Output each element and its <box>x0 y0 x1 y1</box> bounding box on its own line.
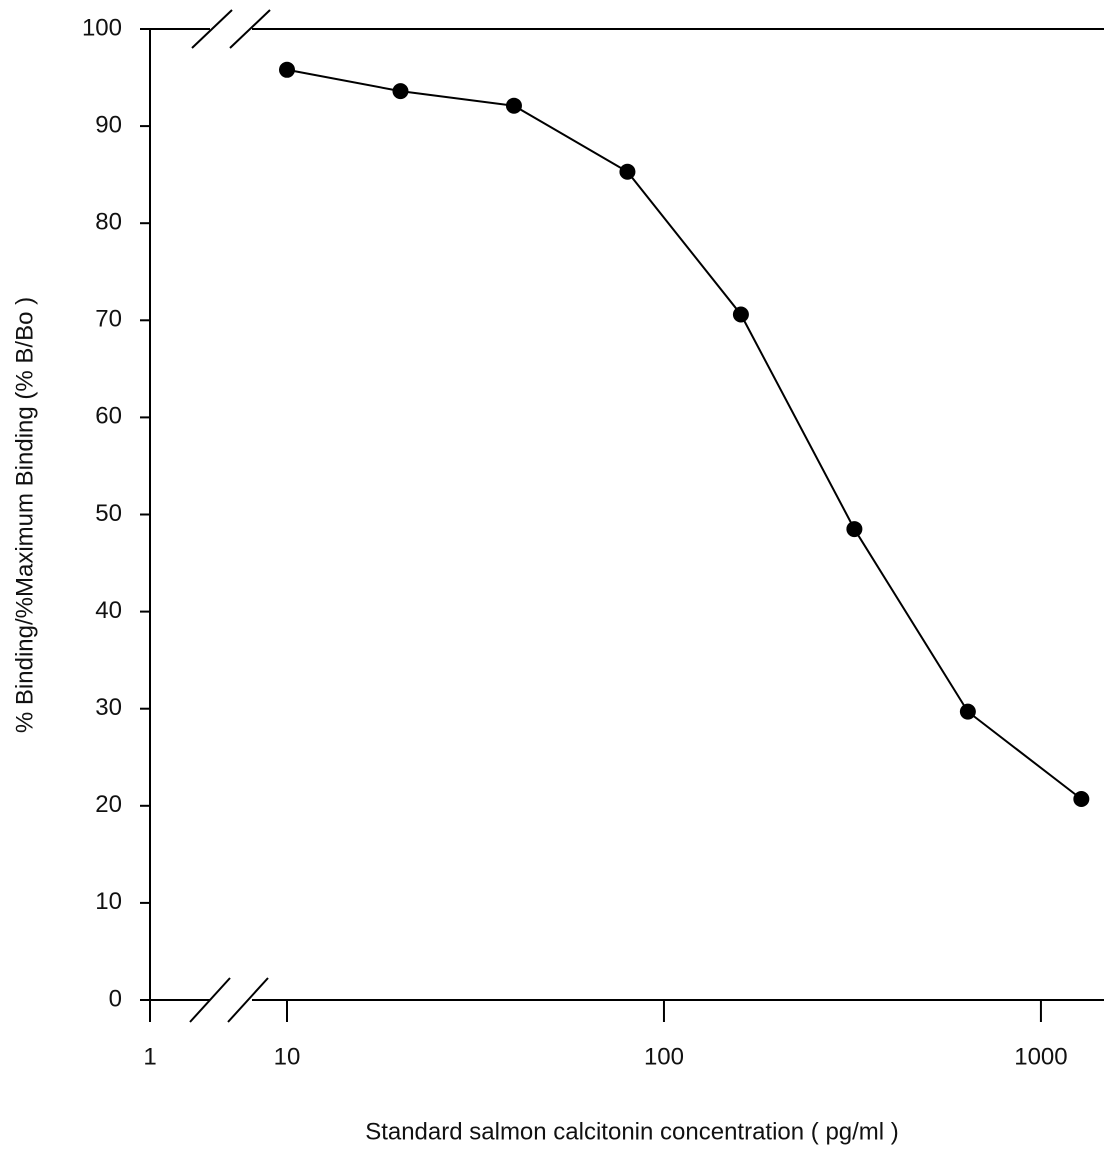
x-tick-label: 100 <box>644 1043 684 1070</box>
point <box>960 704 976 720</box>
y-tick-label: 60 <box>95 403 122 430</box>
point <box>279 62 295 78</box>
point <box>846 521 862 537</box>
point <box>733 306 749 322</box>
point <box>1073 791 1089 807</box>
y-tick-label: 50 <box>95 500 122 527</box>
y-tick-label: 40 <box>95 597 122 624</box>
point <box>619 164 635 180</box>
y-tick-label: 70 <box>95 306 122 333</box>
point <box>392 83 408 99</box>
y-tick-label: 10 <box>95 888 122 915</box>
point <box>506 98 522 114</box>
x-axis-title: Standard salmon calcitonin concentration… <box>365 1118 899 1145</box>
chart: Standard salmon calcitonin concentration… <box>0 0 1104 1154</box>
y-tick-label: 80 <box>95 209 122 236</box>
y-tick-label: 20 <box>95 791 122 818</box>
y-tick-label: 100 <box>82 14 122 41</box>
y-tick-label: 90 <box>95 111 122 138</box>
y-tick-label: 30 <box>95 694 122 721</box>
y-axis-title: % Binding/%Maximum Binding (% B/Bo ) <box>11 297 38 733</box>
x-tick-label: 10 <box>274 1043 301 1070</box>
x-tick-label: 1000 <box>1014 1043 1067 1070</box>
y-tick-label: 0 <box>109 985 122 1012</box>
frame <box>150 10 1104 1022</box>
line <box>287 70 1081 799</box>
x-tick-label: 1 <box>143 1043 156 1070</box>
